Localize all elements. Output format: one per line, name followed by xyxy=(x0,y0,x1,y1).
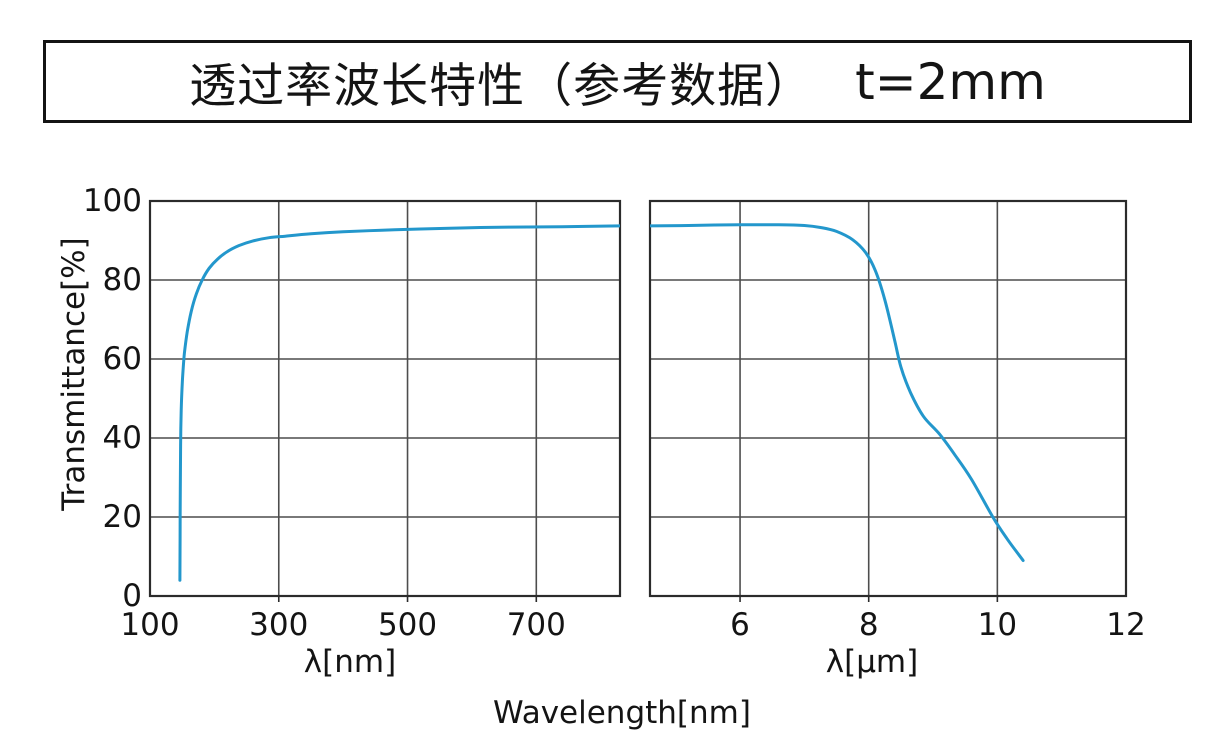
thickness-label: t=2mm xyxy=(855,52,1046,111)
y-tick-60: 60 xyxy=(102,341,142,377)
x-tick-6um: 6 xyxy=(730,607,750,643)
x-tick-8um: 8 xyxy=(858,607,879,643)
x-axis-title-nm: λ[nm] xyxy=(303,644,397,680)
x-tick-10um: 10 xyxy=(977,607,1018,643)
x-tick-12um: 12 xyxy=(1106,607,1146,643)
x-tick-700nm: 700 xyxy=(506,607,566,643)
y-tick-0: 0 xyxy=(122,578,142,614)
x-tick-500nm: 500 xyxy=(377,607,438,643)
y-tick-100: 100 xyxy=(82,183,142,219)
x-tick-300nm: 300 xyxy=(249,607,309,643)
y-tick-20: 20 xyxy=(102,499,142,535)
x-tick-100nm: 100 xyxy=(120,607,180,643)
y-tick-80: 80 xyxy=(102,262,142,298)
y-tick-40: 40 xyxy=(102,420,142,456)
bottom-axis-title: Wavelength[nm] xyxy=(493,695,751,731)
title-box: 透过率波长特性（参考数据） t=2mm xyxy=(43,40,1192,123)
figure-title: 透过率波长特性（参考数据） xyxy=(189,59,814,114)
x-axis-title-um: λ[μm] xyxy=(825,644,919,680)
